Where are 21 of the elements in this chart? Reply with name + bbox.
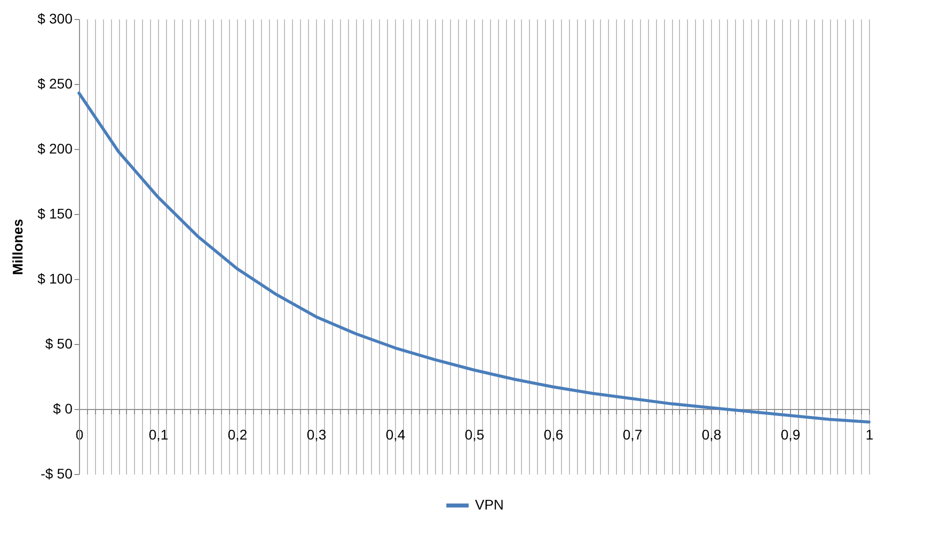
y-tick-label: $ 250 — [37, 76, 73, 92]
x-tick-label: 0,3 — [306, 426, 326, 442]
y-tick-label: $ 50 — [45, 336, 73, 352]
x-tick-label: 0,1 — [148, 426, 168, 442]
x-tick-label: 0,4 — [386, 426, 406, 442]
x-tick-label: 0,9 — [780, 426, 800, 442]
y-tick-label: $ 100 — [37, 270, 73, 286]
y-tick-label: $ 200 — [37, 140, 73, 156]
x-tick-label: 0,8 — [702, 426, 722, 442]
legend-label: VPN — [475, 496, 504, 512]
x-tick-label: 1 — [866, 426, 874, 442]
y-tick-label: $ 0 — [53, 400, 73, 416]
x-tick-label: 0,7 — [622, 426, 642, 442]
x-tick-label: 0,2 — [228, 426, 248, 442]
line-series — [78, 92, 870, 424]
y-tick-label: $ 300 — [37, 10, 73, 26]
y-axis-title: Millones — [9, 218, 26, 276]
x-tick-label: 0,6 — [544, 426, 564, 442]
y-tick-label: -$ 50 — [40, 466, 73, 482]
y-tick-label: $ 150 — [37, 206, 73, 222]
x-tick-label: 0,5 — [464, 426, 484, 442]
